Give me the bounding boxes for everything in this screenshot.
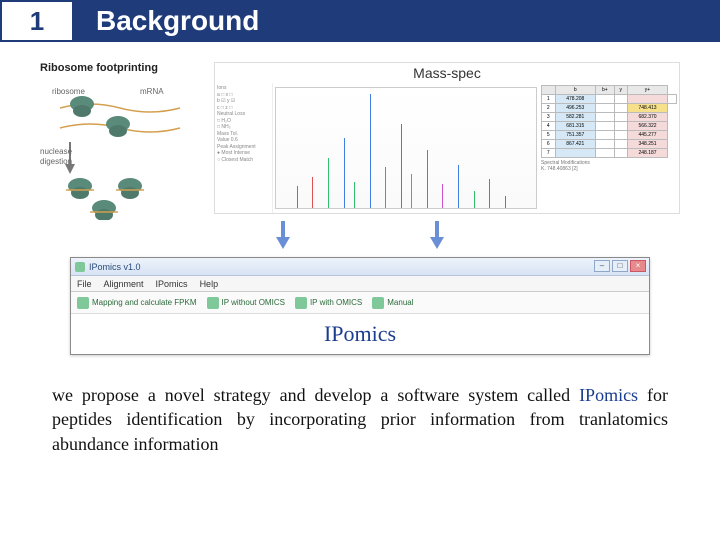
desc-part1: we propose a novel strategy and develop …	[52, 385, 579, 405]
desc-highlight: IPomics	[579, 385, 647, 405]
mass-table-footer2: K. 748.40863 [2]	[541, 166, 677, 172]
ribo-label-nuclease2: digestion	[40, 157, 72, 166]
section-number-box: 1	[0, 0, 72, 42]
menu-alignment[interactable]: Alignment	[104, 279, 144, 289]
minimize-button[interactable]: –	[594, 260, 610, 272]
app-titlebar: IPomics v1.0 – □ ×	[71, 258, 649, 276]
toolbar-icon	[77, 297, 89, 309]
window-buttons: – □ ×	[594, 260, 646, 272]
menu-help[interactable]: Help	[200, 279, 219, 289]
ribo-label-nuclease1: nuclease	[40, 147, 73, 156]
slide-header: 1 Background	[0, 0, 720, 42]
app-icon	[75, 262, 85, 272]
ribo-label-ribosome: ribosome	[52, 87, 85, 96]
toolbar-ip-without-omics[interactable]: IP without OMICS	[207, 297, 285, 309]
menu-file[interactable]: File	[77, 279, 92, 289]
app-name-label: IPomics	[324, 321, 396, 347]
menu-ipomics[interactable]: IPomics	[156, 279, 188, 289]
ribo-diagram: ribosome mRNA nuclease digestion	[40, 80, 200, 220]
app-menubar: File Alignment IPomics Help	[71, 276, 649, 292]
section-title: Background	[96, 5, 259, 37]
mass-ion-table: bb+yy+1478.2082496.253748.4133582.281682…	[539, 83, 679, 213]
figures-row: Ribosome footprinting ribosome mRNA nucl…	[0, 42, 720, 233]
mass-spectrum-chart	[275, 87, 537, 209]
ribo-label-mrna: mRNA	[140, 87, 164, 96]
app-body: IPomics	[71, 314, 649, 354]
mass-title: Mass-spec	[215, 63, 679, 83]
section-number: 1	[30, 6, 44, 37]
toolbar-mapping-and-calculate-fpkm[interactable]: Mapping and calculate FPKM	[77, 297, 197, 309]
toolbar-manual[interactable]: Manual	[372, 297, 413, 309]
arrow-left-icon	[276, 237, 290, 249]
toolbar-icon	[295, 297, 307, 309]
ribo-title: Ribosome footprinting	[40, 62, 200, 74]
ipomics-app-window: IPomics v1.0 – □ × File Alignment IPomics H…	[70, 257, 650, 355]
maximize-button[interactable]: □	[612, 260, 628, 272]
mass-side-panel: Ionsa □ x □b ☑ y ☑c □ z □Neutral Loss□ H…	[215, 83, 273, 213]
toolbar-ip-with-omics[interactable]: IP with OMICS	[295, 297, 362, 309]
arrows-row	[0, 233, 720, 257]
section-title-box: Background	[72, 0, 720, 42]
toolbar-icon	[207, 297, 219, 309]
close-button[interactable]: ×	[630, 260, 646, 272]
toolbar-icon	[372, 297, 384, 309]
ribosome-footprint-figure: Ribosome footprinting ribosome mRNA nucl…	[40, 62, 200, 225]
mass-spec-figure: Mass-spec Ionsa □ x □b ☑ y ☑c □ z □Neutr…	[214, 62, 680, 214]
app-title: IPomics v1.0	[89, 262, 141, 272]
description-text: we propose a novel strategy and develop …	[0, 361, 720, 456]
app-toolbar: Mapping and calculate FPKM IP without OMI…	[71, 292, 649, 314]
arrow-right-icon	[430, 237, 444, 249]
